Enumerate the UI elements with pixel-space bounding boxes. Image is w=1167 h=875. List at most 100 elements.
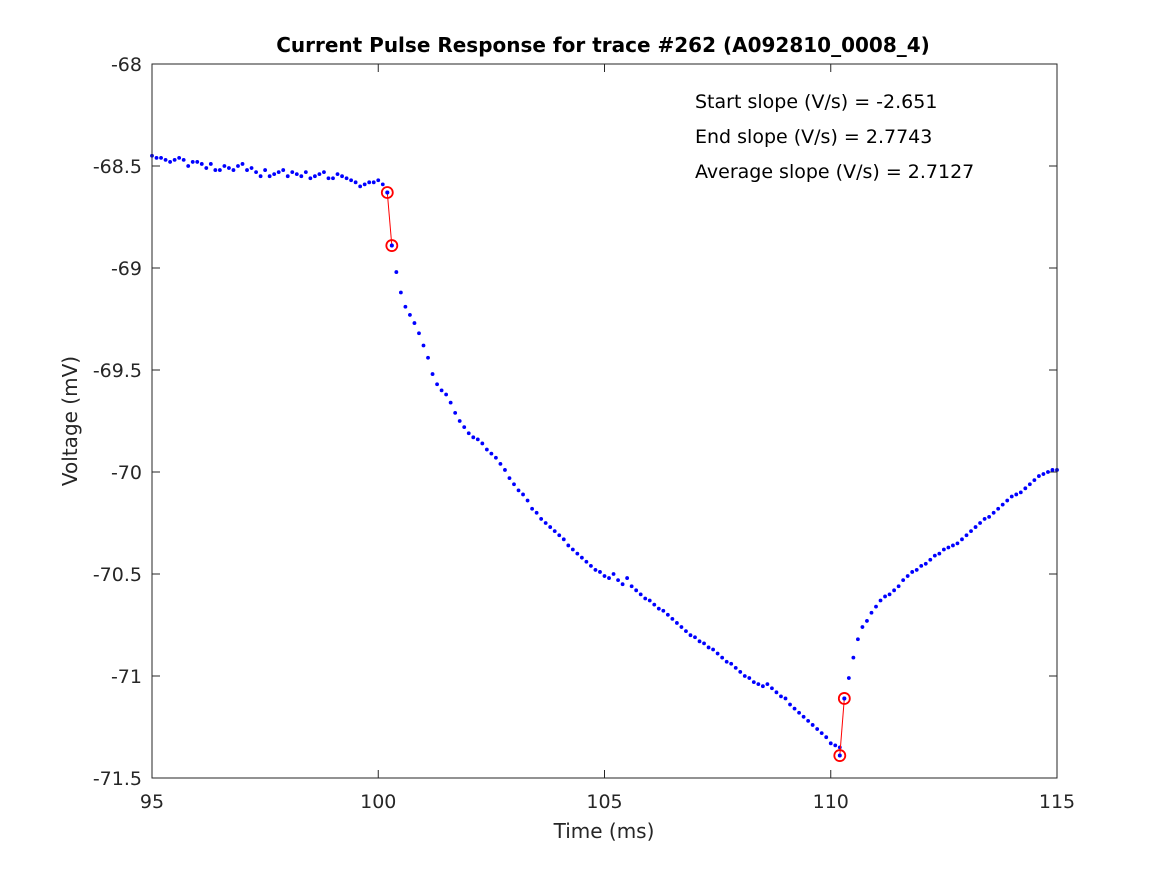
- data-point: [684, 629, 688, 634]
- data-point: [430, 372, 435, 376]
- data-point: [711, 647, 715, 652]
- data-point: [779, 694, 783, 699]
- data-point: [322, 170, 326, 175]
- data-point: [471, 435, 476, 440]
- highlight-marker: [385, 239, 399, 252]
- data-point: [285, 174, 290, 179]
- data-point: [724, 659, 729, 664]
- data-point: [856, 637, 860, 642]
- data-point: [797, 710, 801, 715]
- data-point: [561, 537, 566, 542]
- data-point: [534, 510, 539, 515]
- x-tick-label: 100: [360, 791, 396, 813]
- data-point: [819, 731, 824, 736]
- data-point: [1050, 468, 1055, 472]
- data-point: [421, 343, 426, 348]
- data-point: [969, 529, 973, 534]
- data-point: [702, 641, 706, 646]
- data-point: [670, 616, 675, 621]
- data-point: [213, 168, 218, 172]
- data-point: [308, 176, 313, 181]
- x-tick-label: 95: [140, 791, 164, 813]
- data-point: [1027, 482, 1032, 487]
- data-point: [919, 563, 924, 568]
- data-point: [638, 592, 643, 597]
- data-point: [1046, 470, 1050, 474]
- data-point: [765, 682, 770, 687]
- data-point: [837, 745, 842, 750]
- y-tick-label: -69.5: [93, 360, 142, 382]
- highlight-marker: [837, 692, 851, 705]
- data-point: [729, 661, 734, 666]
- data-point: [163, 157, 168, 162]
- data-point: [208, 162, 213, 166]
- data-point: [172, 157, 177, 162]
- x-tick-label: 115: [1039, 791, 1075, 813]
- data-point: [358, 184, 363, 189]
- data-point: [1014, 492, 1019, 497]
- data-point: [846, 676, 851, 680]
- data-point: [941, 547, 946, 552]
- data-point: [869, 610, 874, 615]
- data-point: [227, 166, 231, 170]
- start-slope-annotation: Start slope (V/s) = -2.651: [695, 91, 937, 113]
- y-tick-label: -68: [111, 54, 142, 76]
- data-point: [738, 670, 743, 674]
- x-axis-label: Time (ms): [553, 819, 655, 843]
- data-point: [575, 551, 580, 556]
- data-point: [960, 537, 964, 542]
- data-point: [394, 270, 399, 274]
- data-point: [199, 162, 204, 166]
- data-point: [946, 545, 951, 550]
- data-point: [751, 680, 756, 685]
- data-point: [675, 621, 679, 625]
- data-point: [240, 162, 245, 166]
- data-point: [833, 743, 838, 748]
- data-point: [403, 304, 408, 309]
- y-tick-label: -71: [111, 666, 142, 688]
- data-point: [770, 686, 774, 691]
- data-point: [896, 584, 901, 589]
- data-point: [475, 437, 480, 442]
- end-slope-annotation: End slope (V/s) = 2.7743: [695, 126, 932, 148]
- data-point: [303, 170, 308, 175]
- highlighted-point: [842, 696, 847, 701]
- y-axis: -68 -68.5 -69 -69.5 -70 -70.5 -71 -71.5: [93, 54, 1057, 790]
- data-point: [408, 313, 412, 317]
- data-point: [865, 619, 869, 623]
- highlight-marker: [380, 186, 394, 199]
- data-point: [254, 170, 258, 175]
- data-point: [815, 727, 820, 731]
- data-point: [602, 574, 607, 578]
- data-point: [217, 168, 222, 172]
- data-point: [914, 568, 919, 572]
- data-point: [181, 157, 186, 162]
- data-point: [168, 160, 173, 164]
- data-point: [516, 488, 521, 493]
- data-point: [589, 563, 593, 568]
- data-point: [507, 476, 512, 481]
- data-point: [828, 741, 833, 746]
- data-point: [647, 598, 652, 603]
- data-point: [611, 572, 616, 576]
- data-point: [887, 592, 892, 597]
- data-point: [294, 172, 299, 177]
- data-point: [991, 510, 996, 515]
- data-point: [349, 178, 353, 183]
- data-point: [973, 525, 978, 529]
- data-point: [1018, 490, 1023, 495]
- data-point: [190, 160, 195, 164]
- data-point: [634, 588, 639, 593]
- y-tick-label: -69: [111, 258, 142, 280]
- data-point: [503, 468, 507, 472]
- data-point: [435, 382, 439, 387]
- data-point: [177, 155, 182, 160]
- data-point: [159, 155, 163, 160]
- data-point: [245, 168, 249, 172]
- data-point: [326, 176, 331, 181]
- data-point: [258, 174, 263, 179]
- data-point: [412, 321, 417, 325]
- data-point: [276, 170, 281, 175]
- data-point: [222, 164, 227, 168]
